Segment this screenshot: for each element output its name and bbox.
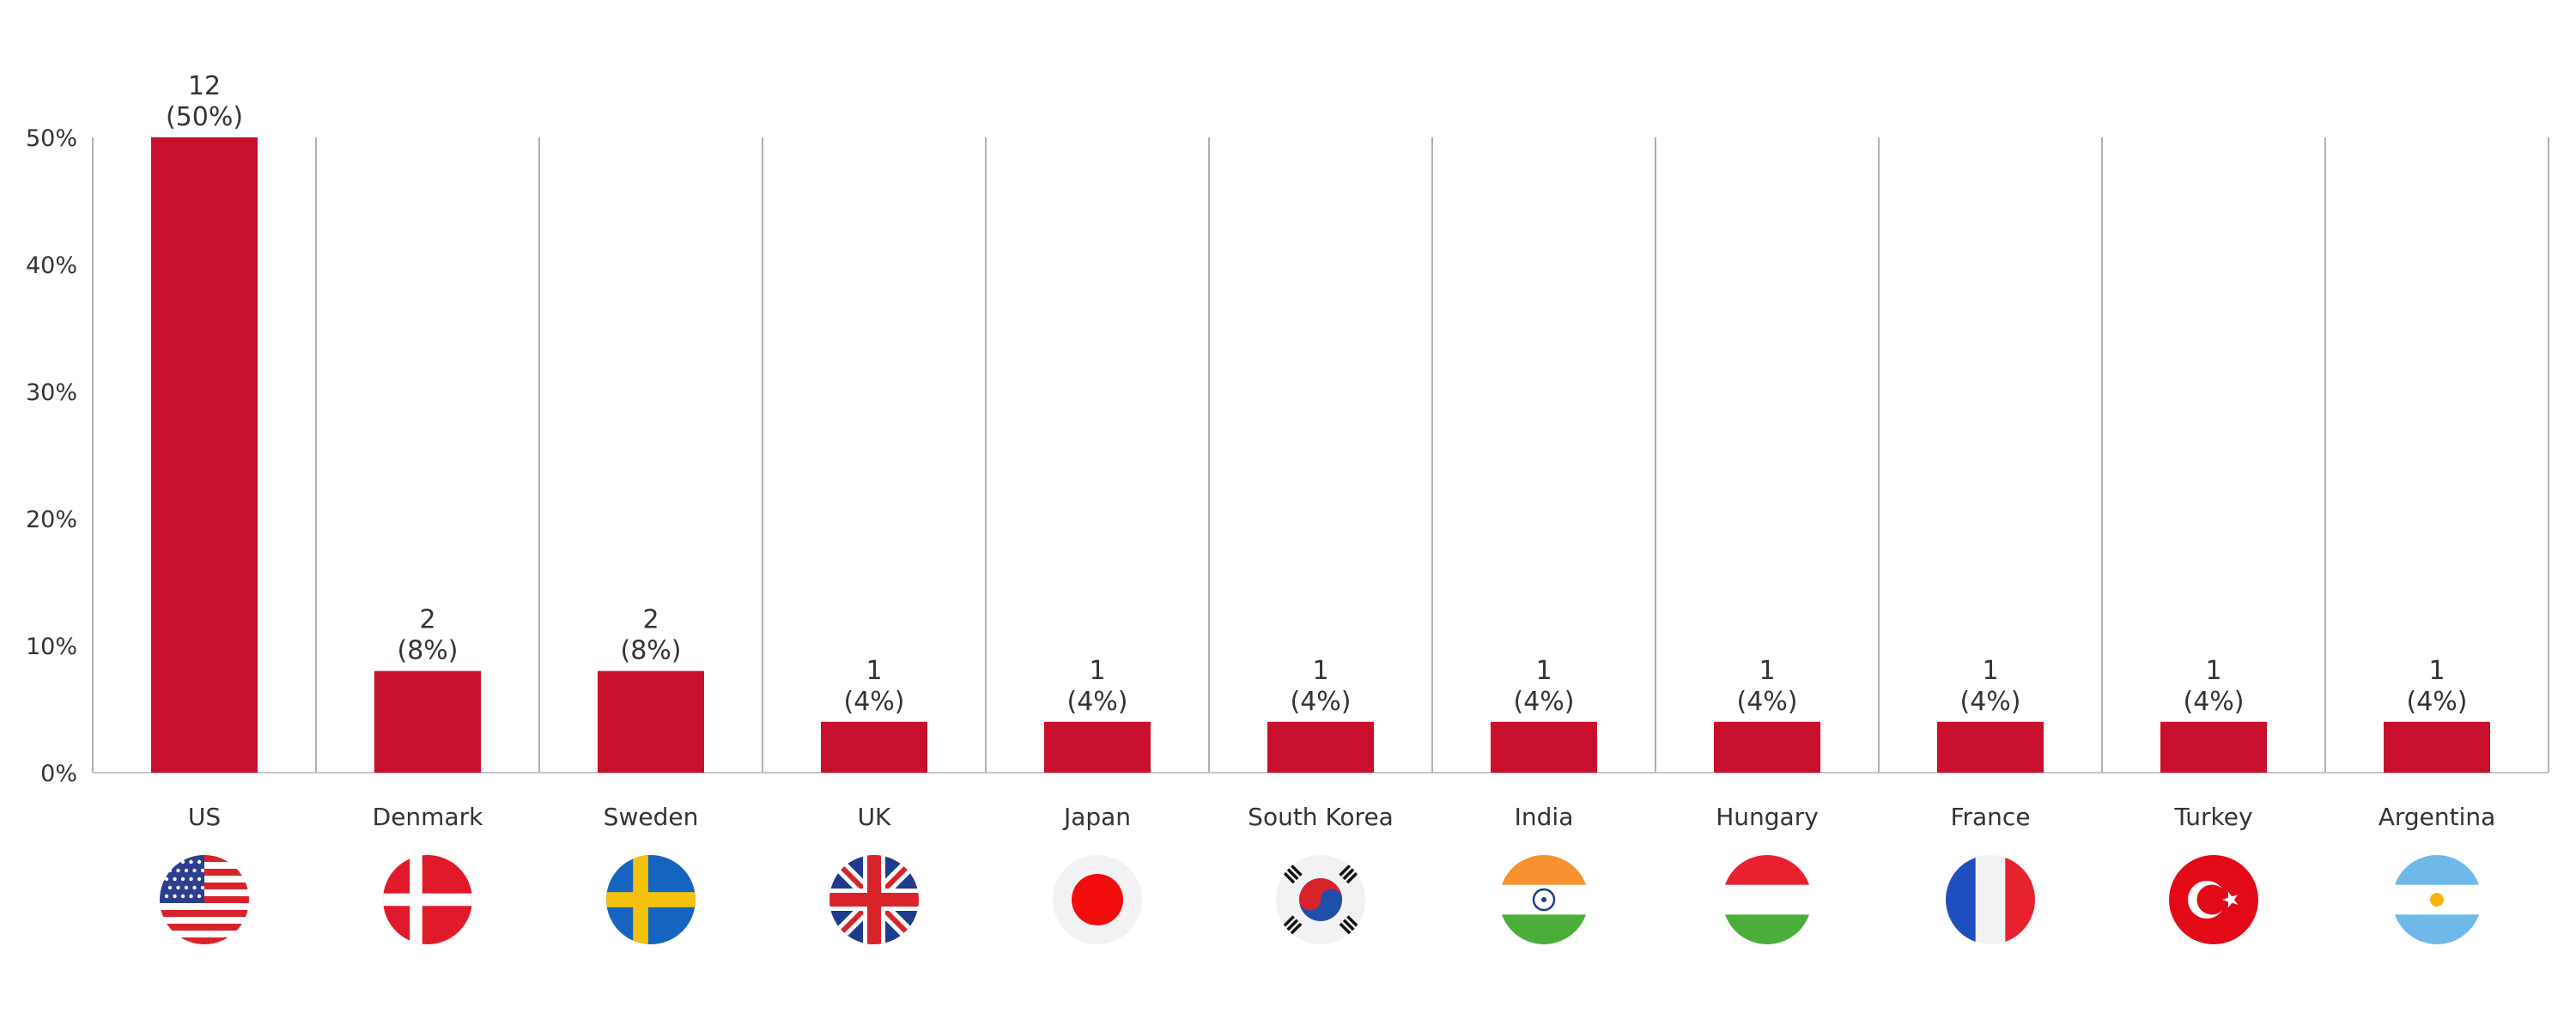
bar bbox=[598, 670, 704, 773]
x-axis-categories: US Denmark Sweden UK Japan South Korea India Hu… bbox=[188, 803, 2495, 831]
data-label-percent: (4%) bbox=[1066, 687, 1127, 717]
bars bbox=[151, 137, 2490, 773]
data-labels: 12(50%)2(8%)2(8%)1(4%)1(4%)1(4%)1(4%)1(4… bbox=[166, 71, 2468, 717]
argentina-flag-icon bbox=[2392, 855, 2482, 944]
data-label-percent: (4%) bbox=[1290, 687, 1351, 717]
japan-flag-icon bbox=[1053, 855, 1142, 944]
bar bbox=[1937, 721, 2044, 773]
y-tick-label: 0% bbox=[40, 761, 77, 787]
y-tick-label: 10% bbox=[26, 634, 77, 660]
data-label-percent: (4%) bbox=[1736, 687, 1797, 717]
france-flag-icon bbox=[1946, 855, 2035, 944]
data-label-percent: (50%) bbox=[166, 102, 243, 132]
data-label-count: 1 bbox=[1535, 656, 1552, 686]
data-label-percent: (4%) bbox=[1513, 687, 1574, 717]
hungary-flag-icon bbox=[1722, 855, 1812, 944]
bar bbox=[2384, 721, 2490, 773]
x-tick-label: Hungary bbox=[1716, 803, 1819, 831]
bar bbox=[1044, 721, 1151, 773]
bar bbox=[1267, 721, 1374, 773]
data-label-count: 12 bbox=[188, 71, 221, 101]
data-label-percent: (4%) bbox=[1959, 687, 2020, 717]
data-label-percent: (4%) bbox=[2183, 687, 2244, 717]
data-label-count: 2 bbox=[642, 605, 659, 635]
x-tick-label: UK bbox=[858, 803, 891, 831]
sweden-flag-icon bbox=[606, 855, 696, 944]
bar bbox=[1714, 721, 1820, 773]
x-tick-label: India bbox=[1515, 803, 1574, 831]
x-tick-label: France bbox=[1950, 803, 2030, 831]
x-tick-label: Argentina bbox=[2379, 803, 2496, 831]
data-label-percent: (4%) bbox=[2406, 687, 2467, 717]
flags bbox=[160, 855, 2482, 944]
data-label-percent: (4%) bbox=[843, 687, 904, 717]
data-label-count: 1 bbox=[2428, 656, 2445, 686]
data-label-count: 1 bbox=[1312, 656, 1328, 686]
data-label-percent: (8%) bbox=[620, 636, 681, 666]
bar bbox=[1491, 721, 1597, 773]
us-flag-icon bbox=[160, 855, 249, 944]
bar bbox=[374, 670, 481, 773]
x-tick-label: Turkey bbox=[2173, 803, 2252, 831]
data-label-count: 1 bbox=[1982, 656, 1998, 686]
data-label-count: 1 bbox=[2205, 656, 2221, 686]
x-tick-label: US bbox=[188, 803, 221, 831]
x-tick-label: Sweden bbox=[604, 803, 699, 831]
data-label-count: 1 bbox=[1089, 656, 1105, 686]
data-label-count: 2 bbox=[419, 605, 435, 635]
turkey-flag-icon bbox=[2169, 855, 2258, 944]
y-tick-label: 50% bbox=[26, 125, 77, 152]
denmark-flag-icon bbox=[383, 855, 472, 944]
column-separators bbox=[92, 137, 2549, 773]
data-label-count: 1 bbox=[1759, 656, 1775, 686]
data-label-percent: (8%) bbox=[397, 636, 458, 666]
y-tick-label: 40% bbox=[26, 252, 77, 279]
india-flag-icon bbox=[1499, 855, 1589, 944]
data-label-count: 1 bbox=[866, 656, 882, 686]
bar bbox=[821, 721, 927, 773]
south-korea-flag-icon bbox=[1276, 855, 1365, 944]
x-tick-label: South Korea bbox=[1248, 803, 1394, 831]
x-tick-label: Japan bbox=[1062, 803, 1131, 831]
y-tick-label: 30% bbox=[26, 379, 77, 406]
y-tick-label: 20% bbox=[26, 506, 77, 533]
uk-flag-icon bbox=[829, 855, 919, 944]
x-tick-label: Denmark bbox=[373, 803, 483, 831]
bar bbox=[2160, 721, 2267, 773]
y-axis: 0% 10% 20% 30% 40% 50% bbox=[26, 125, 77, 787]
bar bbox=[151, 137, 258, 773]
